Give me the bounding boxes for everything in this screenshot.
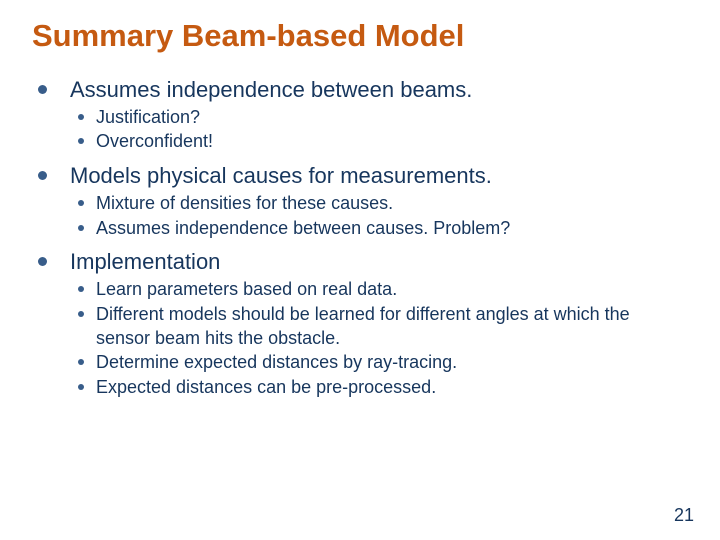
bullet-item: Assumes independence between beams. Just…: [60, 76, 688, 154]
sub-bullet-text: Assumes independence between causes. Pro…: [96, 218, 510, 238]
sub-bullet-text: Justification?: [96, 107, 200, 127]
sub-bullet-text: Different models should be learned for d…: [96, 304, 630, 348]
sub-bullet-item: Overconfident!: [86, 129, 688, 153]
sub-bullet-text: Learn parameters based on real data.: [96, 279, 397, 299]
bullet-text: Implementation: [70, 249, 220, 274]
bullet-text: Assumes independence between beams.: [70, 77, 472, 102]
bullet-list: Assumes independence between beams. Just…: [32, 76, 688, 399]
sub-bullet-list: Justification? Overconfident!: [70, 105, 688, 154]
sub-bullet-item: Mixture of densities for these causes.: [86, 191, 688, 215]
slide: Summary Beam-based Model Assumes indepen…: [0, 0, 720, 540]
sub-bullet-item: Learn parameters based on real data.: [86, 277, 688, 301]
sub-bullet-text: Expected distances can be pre-processed.: [96, 377, 436, 397]
sub-bullet-item: Expected distances can be pre-processed.: [86, 375, 688, 399]
slide-title: Summary Beam-based Model: [32, 18, 688, 54]
sub-bullet-item: Assumes independence between causes. Pro…: [86, 216, 688, 240]
sub-bullet-list: Mixture of densities for these causes. A…: [70, 191, 688, 240]
bullet-item: Implementation Learn parameters based on…: [60, 248, 688, 399]
sub-bullet-text: Mixture of densities for these causes.: [96, 193, 393, 213]
page-number: 21: [674, 505, 694, 526]
sub-bullet-text: Determine expected distances by ray-trac…: [96, 352, 457, 372]
bullet-text: Models physical causes for measurements.: [70, 163, 492, 188]
sub-bullet-list: Learn parameters based on real data. Dif…: [70, 277, 688, 398]
sub-bullet-item: Different models should be learned for d…: [86, 302, 688, 351]
sub-bullet-item: Justification?: [86, 105, 688, 129]
sub-bullet-item: Determine expected distances by ray-trac…: [86, 350, 688, 374]
sub-bullet-text: Overconfident!: [96, 131, 213, 151]
bullet-item: Models physical causes for measurements.…: [60, 162, 688, 240]
